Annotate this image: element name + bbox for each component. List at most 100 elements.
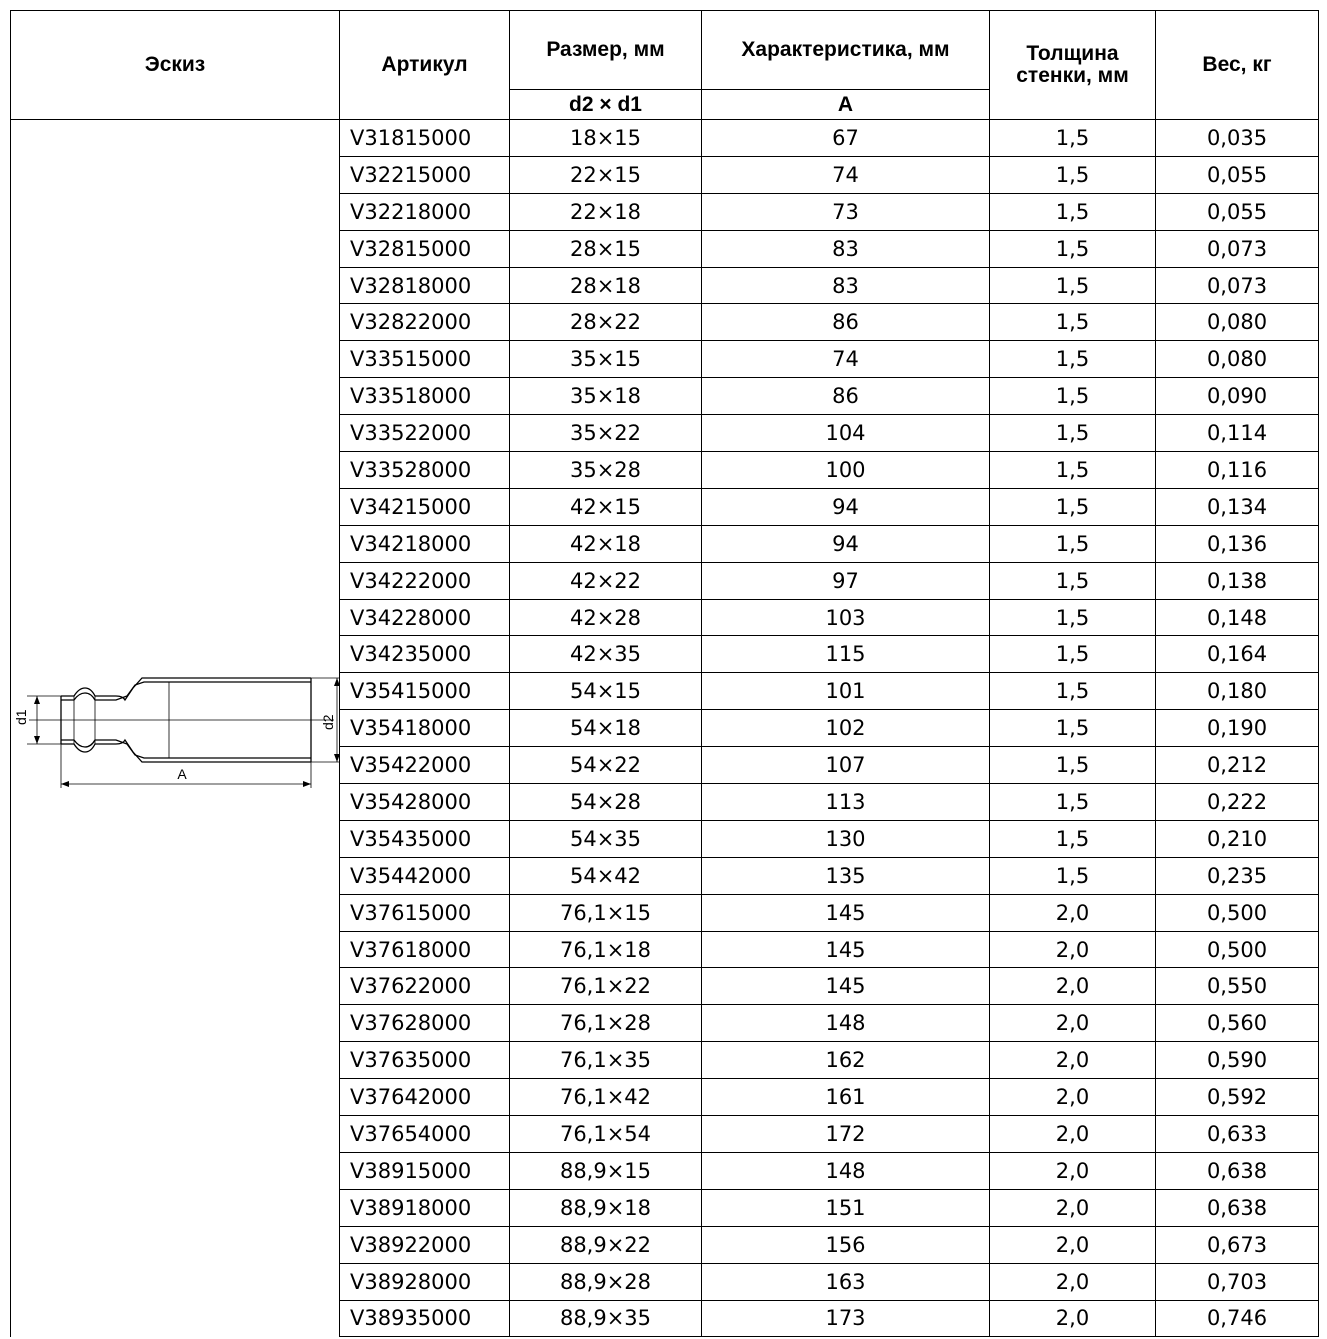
table-row: V34222000 42×22 97 1,5 0,138: [11, 561, 1319, 600]
article-cell: V33518000: [339, 377, 510, 416]
article-cell: V38922000: [339, 1225, 510, 1264]
wall-cell: 1,5: [989, 229, 1156, 268]
weight-cell: 0,638: [1155, 1151, 1319, 1190]
article-cell: V35442000: [339, 856, 510, 895]
wall-cell: 2,0: [989, 930, 1156, 969]
article-cell: V34235000: [339, 635, 510, 674]
article-cell: V37635000: [339, 1041, 510, 1080]
size-cell: 42×18: [509, 524, 702, 563]
a-cell: 102: [701, 709, 990, 748]
article-cell: V34222000: [339, 561, 510, 600]
size-cell: 76,1×22: [509, 967, 702, 1006]
wall-cell: 1,5: [989, 155, 1156, 194]
weight-cell: 0,560: [1155, 1004, 1319, 1043]
weight-cell: 0,090: [1155, 377, 1319, 416]
weight-cell: 0,136: [1155, 524, 1319, 563]
table-row: V35415000 54×15 101 1,5 0,180: [11, 672, 1319, 711]
a-cell: 83: [701, 229, 990, 268]
size-cell: 54×18: [509, 709, 702, 748]
article-cell: V34215000: [339, 487, 510, 526]
table-row: V33522000 35×22 104 1,5 0,114: [11, 414, 1319, 453]
a-cell: 161: [701, 1078, 990, 1117]
a-cell: 83: [701, 266, 990, 305]
a-cell: 145: [701, 893, 990, 932]
article-cell: V35428000: [339, 783, 510, 821]
wall-cell: 1,5: [989, 561, 1156, 600]
article-cell: V34218000: [339, 524, 510, 563]
header-size-sub: d2 × d1: [509, 89, 702, 120]
table-row: V38915000 88,9×15 148 2,0 0,638: [11, 1151, 1319, 1190]
wall-cell: 1,5: [989, 635, 1156, 674]
table-row: V34228000 42×28 103 1,5 0,148: [11, 598, 1319, 637]
size-cell: 35×15: [509, 340, 702, 379]
table-row: V35442000 54×42 135 1,5 0,235: [11, 856, 1319, 895]
wall-cell: 1,5: [989, 303, 1156, 342]
wall-cell: 2,0: [989, 1041, 1156, 1080]
table-row: V35422000 54×22 107 1,5 0,212: [11, 746, 1319, 785]
table-row: V34235000 42×35 115 1,5 0,164: [11, 635, 1319, 674]
a-cell: 100: [701, 451, 990, 489]
table-row: d1 d2 A V31815000 18×15 67 1,5 0,035: [10, 118, 1319, 1337]
article-cell: V37628000: [339, 1004, 510, 1043]
a-cell: 97: [701, 561, 990, 600]
size-cell: 42×35: [509, 635, 702, 674]
a-cell: 172: [701, 1115, 990, 1153]
weight-cell: 0,210: [1155, 819, 1319, 858]
a-cell: 148: [701, 1151, 990, 1190]
wall-cell: 1,5: [989, 414, 1156, 453]
size-cell: 35×22: [509, 414, 702, 453]
size-cell: 76,1×42: [509, 1078, 702, 1117]
header-char-sub: А: [701, 89, 990, 120]
wall-cell: 2,0: [989, 1078, 1156, 1117]
wall-cell: 1,5: [989, 819, 1156, 858]
size-cell: 28×22: [509, 303, 702, 342]
a-cell: 94: [701, 487, 990, 526]
header-char: Характеристика, мм: [701, 10, 990, 90]
table-row: V35418000 54×18 102 1,5 0,190: [11, 709, 1319, 748]
table-row: V38935000 88,9×35 173 2,0 0,746: [11, 1299, 1319, 1338]
article-cell: V37618000: [339, 930, 510, 969]
table-row: V38918000 88,9×18 151 2,0 0,638: [11, 1188, 1319, 1227]
table-row: V37628000 76,1×28 148 2,0 0,560: [11, 1004, 1319, 1043]
wall-cell: 2,0: [989, 967, 1156, 1006]
article-cell: V33515000: [339, 340, 510, 379]
a-cell: 148: [701, 1004, 990, 1043]
wall-cell: 2,0: [989, 893, 1156, 932]
table-row: V37654000 76,1×54 172 2,0 0,633: [11, 1115, 1319, 1153]
article-cell: V32218000: [339, 192, 510, 231]
reducer-outline-bottom: [61, 739, 311, 764]
a-cell: 107: [701, 746, 990, 785]
d2-label: d2: [320, 715, 336, 731]
size-cell: 18×15: [509, 119, 702, 157]
a-cell: 173: [701, 1299, 990, 1338]
size-cell: 76,1×35: [509, 1041, 702, 1080]
weight-cell: 0,134: [1155, 487, 1319, 526]
size-cell: 76,1×18: [509, 930, 702, 969]
size-cell: 88,9×18: [509, 1188, 702, 1227]
a-cell: 135: [701, 856, 990, 895]
weight-cell: 0,550: [1155, 967, 1319, 1006]
sketch-drawing: d1 d2 A: [11, 120, 339, 1337]
weight-cell: 0,500: [1155, 930, 1319, 969]
wall-cell: 1,5: [989, 598, 1156, 637]
wall-cell: 1,5: [989, 119, 1156, 157]
spec-table: Эскиз Артикул Размер, мм Характеристика,…: [10, 10, 1319, 1338]
article-cell: V32818000: [339, 266, 510, 305]
table-row: V32818000 28×18 83 1,5 0,073: [11, 266, 1319, 305]
article-cell: V37654000: [339, 1115, 510, 1153]
article-cell: V37615000: [339, 893, 510, 932]
article-cell: V37642000: [339, 1078, 510, 1117]
table-row: V37618000 76,1×18 145 2,0 0,500: [11, 930, 1319, 969]
wall-cell: 1,5: [989, 524, 1156, 563]
size-cell: 28×15: [509, 229, 702, 268]
size-cell: 42×15: [509, 487, 702, 526]
a-cell: 67: [701, 119, 990, 157]
wall-cell: 1,5: [989, 672, 1156, 711]
article-cell: V35418000: [339, 709, 510, 748]
article-cell: V38915000: [339, 1151, 510, 1190]
wall-cell: 1,5: [989, 192, 1156, 231]
weight-cell: 0,080: [1155, 340, 1319, 379]
article-cell: V35435000: [339, 819, 510, 858]
header-size: Размер, мм: [509, 10, 702, 90]
table-row: V32822000 28×22 86 1,5 0,080: [11, 303, 1319, 342]
